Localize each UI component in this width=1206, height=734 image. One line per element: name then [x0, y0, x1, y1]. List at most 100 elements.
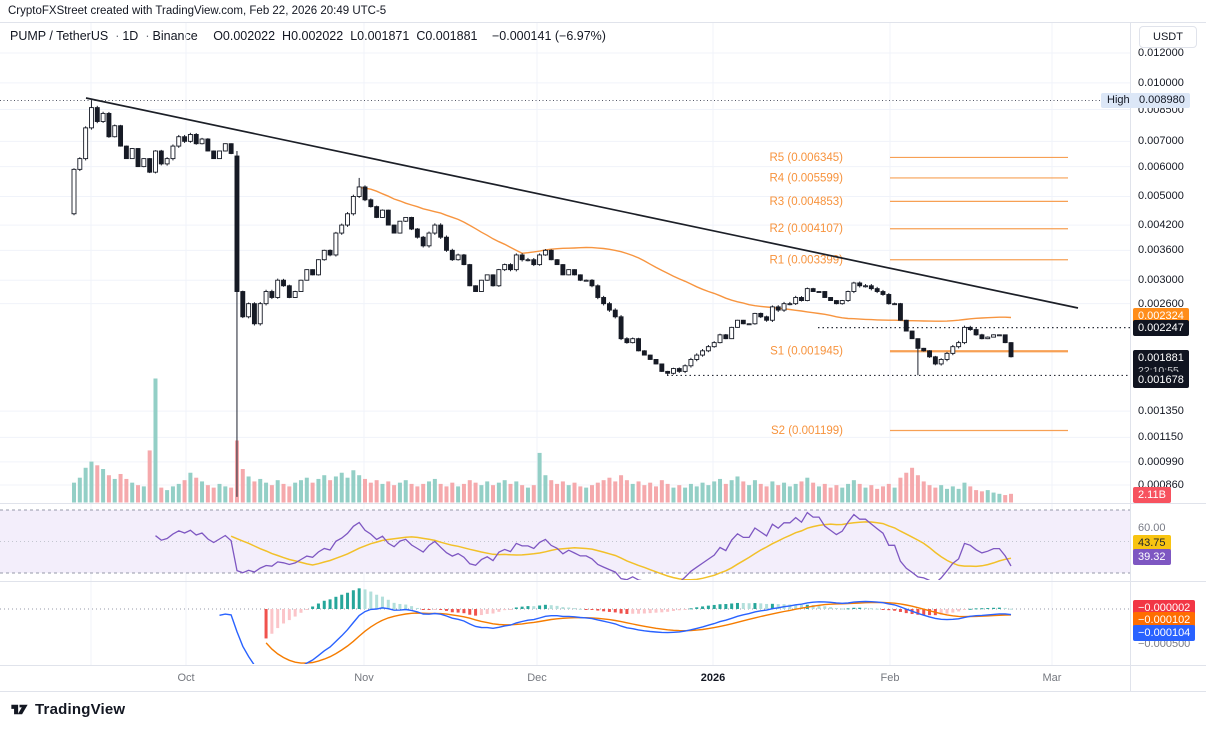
candle-body — [828, 297, 834, 302]
pane-separator[interactable] — [0, 503, 1206, 504]
macd-hist-bar — [898, 609, 902, 612]
macd-hist-bar — [497, 609, 501, 612]
candle-body — [298, 279, 304, 292]
candle-body — [217, 150, 222, 160]
volume-bar — [915, 475, 920, 503]
volume-bar — [101, 469, 106, 503]
candlestick-series[interactable] — [71, 100, 1014, 497]
macd-hist-bar — [840, 608, 844, 610]
symbol-name[interactable]: PUMP / TetherUS — [10, 29, 109, 43]
volume-bar — [479, 485, 484, 503]
macd-hist-bar — [997, 607, 1001, 609]
tradingview-logo[interactable]: TradingView — [10, 700, 125, 719]
volume-bar — [851, 480, 856, 503]
candle-body — [193, 134, 199, 145]
candle-body — [83, 127, 89, 160]
candle-body — [705, 346, 711, 352]
volume-bar — [607, 477, 612, 503]
candle-body — [630, 338, 636, 344]
volume-bar — [927, 485, 932, 503]
high-price-axis-label: 0.008980 — [1134, 92, 1190, 108]
candle-body — [525, 259, 531, 262]
macd-hist-bar — [852, 607, 856, 609]
ohlc-o: O0.002022 — [213, 29, 276, 43]
rsi-pane[interactable] — [155, 511, 1012, 586]
candle-body — [228, 143, 234, 154]
candle-body — [816, 291, 822, 293]
candle-body — [414, 228, 420, 238]
macd-hist-bar — [648, 609, 652, 614]
volume-bar — [764, 486, 769, 503]
macd-hist-bar — [398, 603, 402, 609]
candle-body — [897, 303, 903, 321]
support-resistance-levels[interactable]: R5 (0.006345) R4 (0.005599) R3 (0.004853) R… — [769, 152, 1068, 437]
candle-body — [781, 303, 787, 311]
volume-bar — [95, 465, 100, 503]
rsi-ma-line — [230, 521, 1012, 580]
volume-bar — [584, 487, 589, 503]
volume-bar — [636, 481, 641, 503]
candle-body — [403, 216, 409, 222]
interval-label[interactable]: 1D — [122, 29, 139, 43]
candle-body — [985, 336, 991, 340]
volume-bar — [83, 467, 88, 503]
macd-hist-bar — [375, 594, 379, 609]
volume-bar — [729, 480, 734, 503]
pane-separator[interactable] — [0, 581, 1206, 582]
candle-body — [764, 316, 770, 321]
macd-hist-bar — [951, 609, 955, 613]
descending-trendline[interactable] — [85, 97, 1079, 309]
candle-body — [292, 291, 298, 298]
volume-bar — [816, 486, 821, 503]
volume-bar — [718, 478, 723, 503]
level-label: R5 (0.006345) — [769, 152, 843, 164]
volume-bar — [776, 485, 781, 503]
macd-hist-bar — [392, 602, 396, 609]
candle-body — [89, 107, 94, 129]
macd-pane[interactable] — [219, 588, 1013, 674]
volume-bar — [491, 485, 496, 503]
level-label: R3 (0.004853) — [769, 196, 843, 208]
candle-body — [938, 359, 944, 365]
candle-body — [321, 249, 327, 261]
candle-body — [106, 112, 112, 138]
macd-hist-bar — [968, 608, 972, 610]
volume-bar — [712, 481, 717, 503]
candle-body — [508, 264, 513, 271]
candle-body — [665, 370, 671, 374]
candle-body — [618, 316, 624, 340]
brand-name: TradingView — [35, 701, 126, 718]
volume-bar — [304, 477, 309, 503]
candle-body — [164, 158, 170, 165]
rsi-line — [155, 511, 1012, 580]
volume-bar — [130, 482, 135, 503]
ma-line[interactable] — [359, 186, 1012, 322]
candle-body — [909, 330, 915, 340]
ohlc-c: C0.001881 — [416, 29, 478, 43]
volume-bar — [427, 481, 432, 503]
candle-body — [362, 186, 368, 201]
candle-body — [112, 125, 118, 138]
currency-toggle-button[interactable]: USDT — [1139, 26, 1197, 48]
macd-hist-bar — [794, 604, 798, 609]
ohlc-h: H0.002022 — [282, 29, 344, 43]
volume-bar — [572, 482, 577, 503]
price-axis-label: 0.012000 — [1138, 47, 1184, 59]
macd-hist-bar — [322, 600, 326, 609]
volume-bar — [549, 480, 554, 503]
volume-bar — [747, 485, 752, 503]
pane-separator[interactable] — [0, 665, 1206, 666]
price-axis-separator[interactable] — [1130, 22, 1131, 691]
macd-hist-bar — [846, 608, 850, 610]
candle-body — [641, 350, 647, 356]
candle-body — [589, 279, 595, 287]
candle-body — [275, 279, 281, 298]
candle-body — [537, 254, 543, 266]
volume-bar — [624, 480, 629, 503]
volume-bar — [124, 478, 129, 503]
volume-bar — [886, 483, 891, 503]
macd-hist-bar — [305, 609, 309, 610]
volume-bar — [979, 491, 984, 503]
candle-body — [671, 368, 676, 374]
